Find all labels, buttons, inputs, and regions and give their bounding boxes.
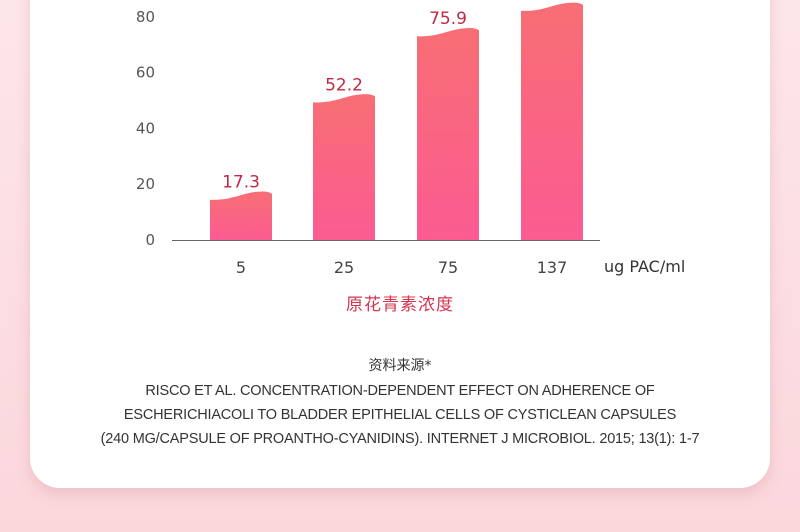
x-tick-label: 25	[334, 258, 354, 277]
bar-value-label: 17.3	[222, 173, 260, 193]
bar-25	[313, 94, 375, 240]
x-axis-title: 原花青素浓度	[346, 295, 454, 315]
source-line-2: ESCHERICHIACOLI TO BLADDER EPITHELIAL CE…	[123, 407, 677, 423]
source-line-1: RISCO ET AL. CONCENTRATION-DEPENDENT EFF…	[145, 383, 655, 399]
source-citation: 资料来源* RISCO ET AL. CONCENTRATION-DEPENDE…	[60, 355, 740, 451]
y-tick-label: 80	[136, 8, 155, 26]
source-title: 资料来源*	[368, 358, 432, 374]
x-tick-label: 137	[537, 258, 568, 277]
bar-137	[521, 2, 583, 240]
bar-75	[417, 27, 479, 241]
bar-value-label: 52.2	[325, 75, 363, 95]
y-axis-ticks: 0 20 40 60 80	[136, 8, 155, 249]
x-axis-unit: ug PAC/ml	[604, 257, 685, 276]
x-axis-ticks: 5 25 75 137	[236, 258, 567, 277]
content-card	[30, 0, 770, 488]
bar-value-label: 75.9	[429, 9, 467, 29]
source-line-3: (240 MG/CAPSULE OF PROANTHO-CYANIDINS). …	[100, 431, 700, 447]
bar-chart: 0 20 40 60 80 17.3 52.2 75.9 5 25 75 137 ug PAC/m…	[136, 2, 685, 277]
y-tick-label: 0	[145, 231, 155, 249]
x-tick-label: 75	[438, 258, 458, 277]
y-tick-label: 40	[136, 119, 155, 137]
x-tick-label: 5	[236, 258, 246, 277]
y-tick-label: 20	[136, 175, 155, 193]
bars: 17.3 52.2 75.9	[210, 2, 583, 241]
y-tick-label: 60	[136, 64, 155, 82]
bar-5	[210, 191, 272, 240]
